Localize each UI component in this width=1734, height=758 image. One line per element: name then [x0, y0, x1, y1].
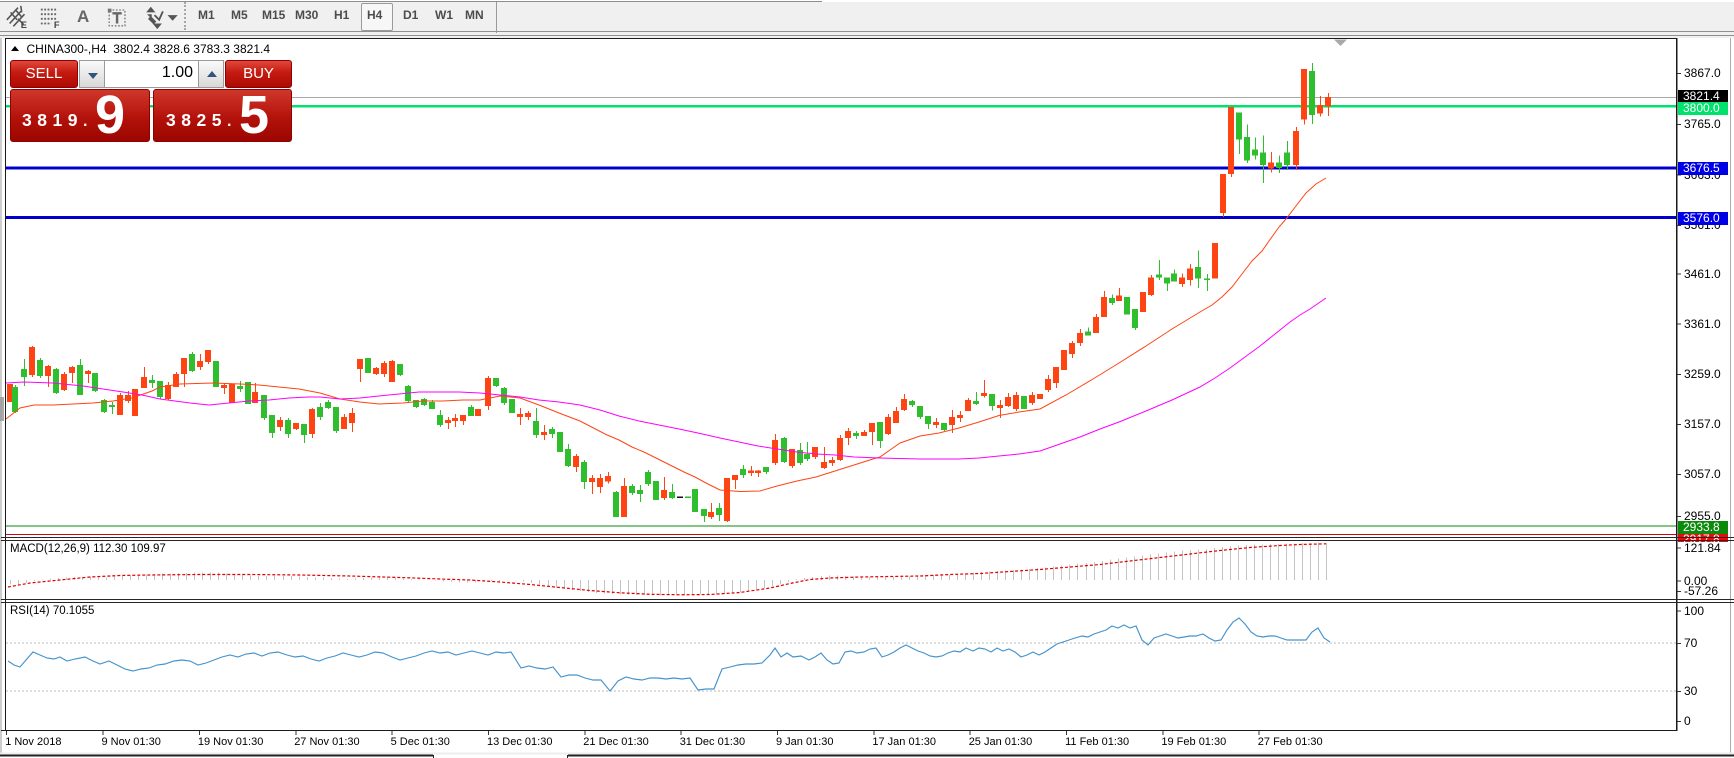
svg-text:E: E: [21, 20, 27, 30]
svg-text:F: F: [54, 20, 60, 30]
